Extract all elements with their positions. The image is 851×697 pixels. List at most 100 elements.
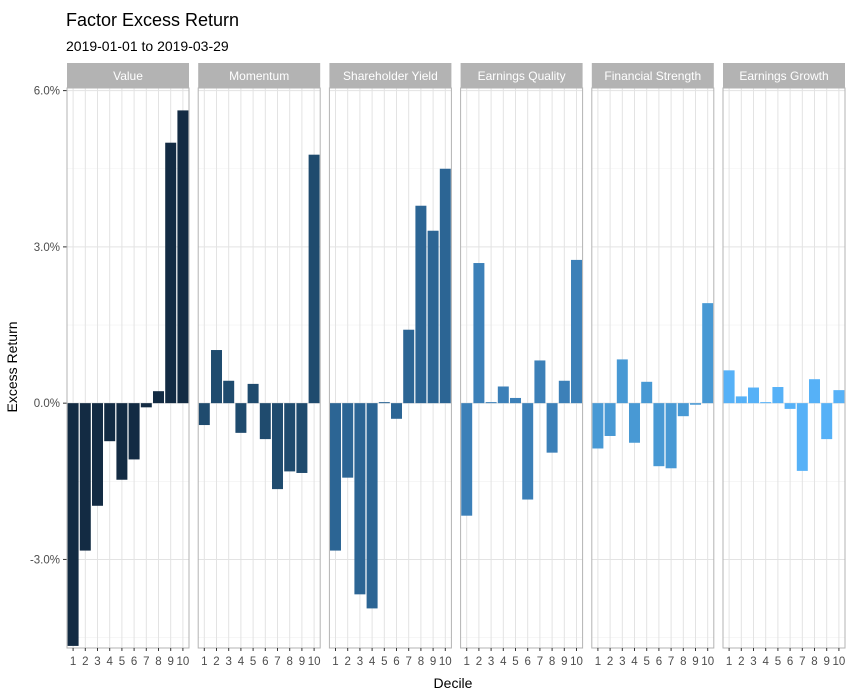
x-tick-label: 7: [668, 656, 674, 668]
bar: [485, 402, 497, 404]
x-tick-label: 10: [701, 656, 714, 668]
bar: [198, 403, 210, 426]
bar: [571, 259, 582, 404]
x-tick-label: 3: [619, 656, 625, 668]
x-tick-label: 1: [70, 656, 76, 668]
y-axis-title: Excess Return: [4, 321, 20, 412]
x-tick-label: 3: [750, 656, 756, 668]
bar: [247, 383, 259, 404]
facet-panel: Earnings Quality 1 2 3 4 5 6 7 8 9 10: [460, 63, 584, 668]
x-tick-label: 5: [775, 656, 781, 668]
y-tick-label: 3.0%: [34, 242, 60, 254]
x-tick-label: 7: [799, 656, 805, 668]
y-tick-label: -3.0%: [30, 554, 60, 566]
x-tick-label: 6: [131, 656, 137, 668]
bar: [378, 402, 390, 404]
bar: [342, 403, 354, 478]
bar: [165, 142, 177, 404]
x-tick-label: 2: [213, 656, 219, 668]
x-tick-label: 2: [82, 656, 88, 668]
x-tick-label: 9: [430, 656, 436, 668]
facet-panel: Value 1 2 3 4 5 6 7 8 9 10: [66, 63, 190, 668]
x-tick-label: 5: [119, 656, 125, 668]
x-tick-label: 10: [177, 656, 190, 668]
bar: [259, 403, 271, 440]
x-axis-title: Decile: [434, 675, 473, 691]
x-tick-label: 1: [726, 656, 732, 668]
x-tick-label: 7: [537, 656, 543, 668]
facet-panel: Shareholder Yield 1 2 3 4 5 6 7 8 9 10: [328, 63, 452, 668]
x-tick-label: 8: [155, 656, 161, 668]
facet-panel: Financial Strength 1 2 3 4 5 6 7 8 9 10: [591, 63, 715, 668]
bar: [522, 403, 534, 500]
chart-title: Factor Excess Return: [66, 10, 239, 30]
bar: [546, 403, 558, 453]
x-tick-label: 6: [262, 656, 268, 668]
panel-border: [591, 87, 715, 649]
x-tick-label: 8: [549, 656, 555, 668]
x-tick-label: 8: [680, 656, 686, 668]
y-tick-label: 0.0%: [34, 398, 60, 410]
facet-panel: Earnings Growth 1 2 3 4 5 6 7 8 9 10: [722, 63, 846, 668]
bar: [604, 403, 616, 436]
bar: [592, 403, 604, 449]
bar: [403, 329, 415, 404]
bar: [833, 390, 845, 404]
bar: [735, 396, 747, 404]
facet-strip-label: Value: [113, 69, 143, 83]
bar: [272, 403, 283, 490]
facet-strip: [67, 63, 189, 88]
bar: [153, 391, 164, 404]
x-tick-label: 4: [238, 656, 245, 668]
x-tick-label: 6: [787, 656, 793, 668]
bar: [211, 350, 222, 404]
x-tick-label: 8: [286, 656, 292, 668]
x-tick-label: 9: [823, 656, 829, 668]
bar: [128, 403, 140, 460]
bar: [427, 230, 439, 404]
facet-strip: [591, 63, 714, 88]
bar: [723, 370, 735, 404]
bar: [67, 403, 79, 646]
bar: [748, 387, 759, 404]
facet-panel: Momentum 1 2 3 4 5 6 7 8 9 10: [197, 63, 321, 668]
x-tick-label: 1: [332, 656, 338, 668]
x-tick-label: 7: [274, 656, 280, 668]
x-tick-label: 10: [570, 656, 583, 668]
panel-border: [722, 87, 846, 649]
x-tick-label: 9: [692, 656, 698, 668]
bar: [296, 403, 308, 473]
x-tick-label: 10: [833, 656, 846, 668]
x-tick-label: 1: [595, 656, 601, 668]
x-tick-label: 2: [344, 656, 350, 668]
bar: [772, 387, 784, 404]
x-tick-label: 10: [308, 656, 321, 668]
bar: [223, 380, 235, 404]
bar: [760, 402, 772, 404]
bar: [821, 403, 833, 440]
x-tick-label: 4: [106, 656, 113, 668]
bar: [177, 110, 189, 404]
x-tick-label: 3: [357, 656, 363, 668]
x-tick-label: 5: [643, 656, 649, 668]
bar: [558, 380, 570, 404]
x-tick-label: 2: [607, 656, 613, 668]
panel-border: [460, 87, 584, 649]
x-tick-label: 1: [201, 656, 207, 668]
facet-strip-label: Momentum: [229, 69, 289, 83]
x-tick-label: 5: [381, 656, 387, 668]
bar: [330, 403, 341, 551]
bar: [391, 403, 402, 419]
facet-strip-label: Financial Strength: [604, 69, 701, 83]
bar: [616, 359, 628, 404]
x-tick-label: 3: [225, 656, 231, 668]
bar: [653, 403, 665, 467]
bar: [510, 397, 521, 404]
panel-border: [197, 87, 321, 649]
bar: [702, 303, 714, 404]
x-tick-label: 6: [393, 656, 399, 668]
bar: [809, 379, 820, 404]
x-tick-label: 9: [167, 656, 173, 668]
bar: [308, 154, 320, 404]
x-tick-label: 6: [656, 656, 662, 668]
